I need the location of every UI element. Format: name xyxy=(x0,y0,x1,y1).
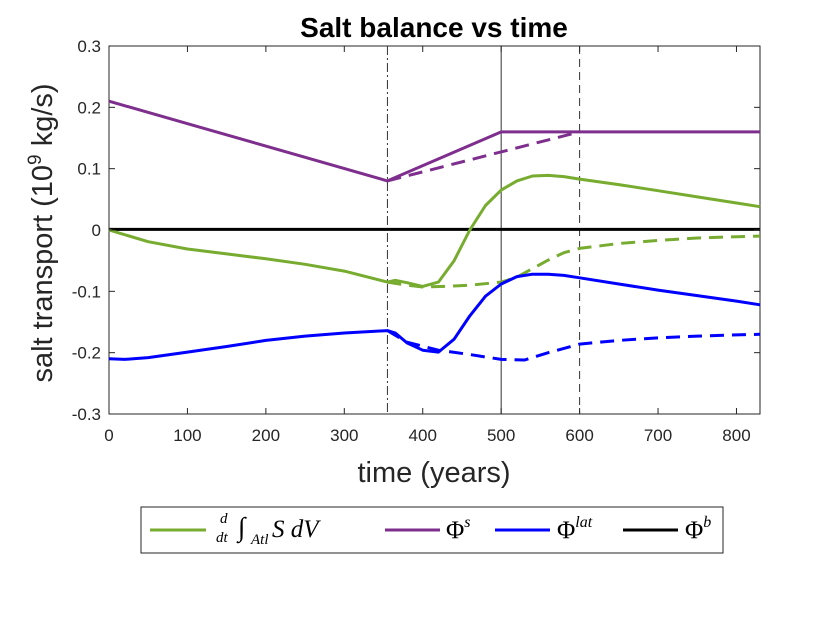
legend-integrand: S dV xyxy=(272,516,321,543)
legend-phi-s-symbol: Φ xyxy=(446,517,464,544)
y-axis-title-main: salt transport (10 xyxy=(27,165,59,383)
legend-phi-b-symbol: Φ xyxy=(685,517,703,544)
y-axis-title-exponent: 9 xyxy=(25,154,46,165)
y-tick-label: -0.2 xyxy=(72,344,101,363)
x-tick-label: 400 xyxy=(409,426,437,445)
legend-phi-lat-symbol: Φ xyxy=(557,517,575,544)
x-axis-ticks: 0 100 200 300 400 500 600 700 800 xyxy=(104,46,751,445)
y-tick-label: 0 xyxy=(92,221,101,240)
x-tick-label: 800 xyxy=(722,426,750,445)
legend-phi-b-superscript: b xyxy=(703,514,711,531)
legend-frac-denominator: dt xyxy=(216,530,229,546)
y-axis-title: salt transport (109 kg/s) xyxy=(25,83,59,382)
series-line-0 xyxy=(108,173,761,288)
series-layer xyxy=(108,99,761,362)
x-tick-label: 100 xyxy=(173,426,201,445)
legend-integral-sign: ∫ xyxy=(236,512,247,544)
y-axis-ticks: -0.3 -0.2 -0.1 0 0.1 0.2 0.3 xyxy=(72,37,760,424)
series-line-2 xyxy=(108,99,760,183)
legend-integral-subscript: Atl xyxy=(250,532,269,548)
legend: d dt ∫ Atl S dV Φs Φlat Φb xyxy=(140,502,724,554)
legend-label-phi-b: Φb xyxy=(685,514,711,544)
legend-frac-numerator: d xyxy=(220,511,228,527)
y-tick-label: 0.1 xyxy=(77,160,101,179)
x-tick-label: 200 xyxy=(252,426,280,445)
x-tick-label: 300 xyxy=(330,426,358,445)
series-line-3 xyxy=(387,130,580,183)
x-tick-label: 500 xyxy=(487,426,515,445)
y-tick-label: -0.1 xyxy=(72,282,101,301)
y-axis-title-tail: kg/s) xyxy=(27,83,59,154)
x-tick-label: 600 xyxy=(565,426,593,445)
y-tick-label: 0.2 xyxy=(77,98,101,117)
y-tick-label: -0.3 xyxy=(72,405,101,424)
y-tick-label: 0.3 xyxy=(77,37,101,56)
legend-phi-s-superscript: s xyxy=(464,514,470,531)
legend-label-dsdt: d dt ∫ Atl S dV xyxy=(216,502,321,550)
legend-label-phi-lat: Φlat xyxy=(557,514,593,544)
legend-phi-lat-superscript: lat xyxy=(575,514,592,531)
series-line-5 xyxy=(386,329,761,362)
legend-label-phi-s: Φs xyxy=(446,514,471,544)
series-line-4 xyxy=(108,272,761,361)
x-axis-title: time (years) xyxy=(357,457,510,489)
x-tick-label: 0 xyxy=(104,426,113,445)
series-line-1 xyxy=(387,234,761,289)
chart-title: Salt balance vs time xyxy=(300,12,568,43)
x-tick-label: 700 xyxy=(644,426,672,445)
